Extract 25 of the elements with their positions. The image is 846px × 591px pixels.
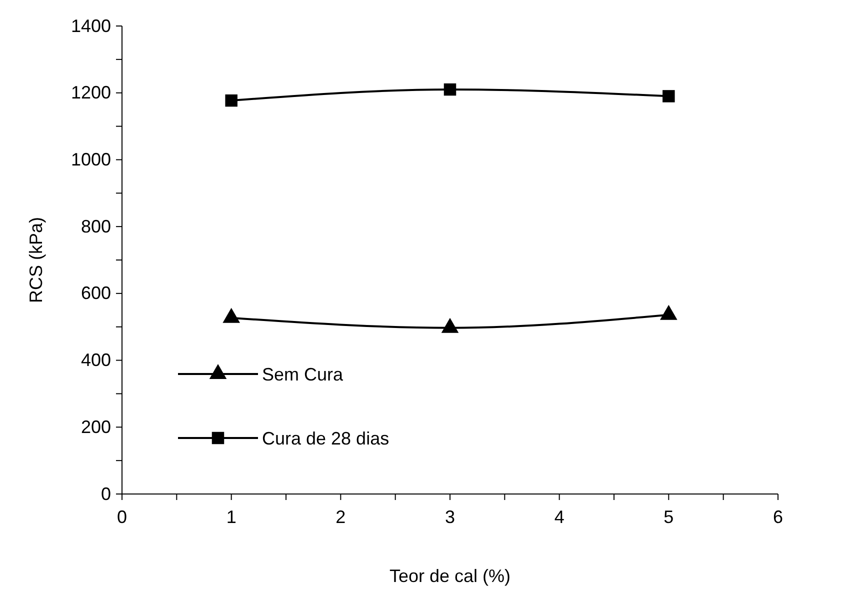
- y-tick-label: 1200: [70, 82, 111, 103]
- y-tick-label: 1400: [70, 16, 111, 36]
- y-tick-label: 200: [80, 416, 111, 437]
- point: [225, 94, 238, 107]
- y-tick-label: 400: [80, 350, 111, 370]
- x-tick-label: 1: [226, 506, 236, 527]
- point: [444, 83, 456, 96]
- x-tick-label: 3: [444, 506, 456, 527]
- y-tick-label: 1000: [70, 149, 111, 170]
- y-tick-label: 600: [80, 283, 111, 304]
- y-tick-label: 0: [100, 484, 111, 504]
- x-tick-label: 2: [336, 506, 346, 527]
- x-axis-title: Teor de cal (%): [389, 566, 511, 586]
- point: [662, 90, 675, 102]
- point: [660, 304, 678, 320]
- point: [441, 318, 459, 333]
- y-axis-title: RCS (kPa): [26, 216, 46, 304]
- x-tick-label: 4: [554, 506, 564, 527]
- y-tick-label: 800: [80, 216, 111, 236]
- x-tick-label: 6: [772, 506, 784, 527]
- point: [222, 308, 240, 323]
- x-tick-label: 5: [664, 506, 674, 527]
- x-tick-label: 0: [116, 506, 128, 527]
- legend-label: Cura de 28 dias: [262, 428, 390, 448]
- legend-label: Sem Cura: [262, 364, 344, 384]
